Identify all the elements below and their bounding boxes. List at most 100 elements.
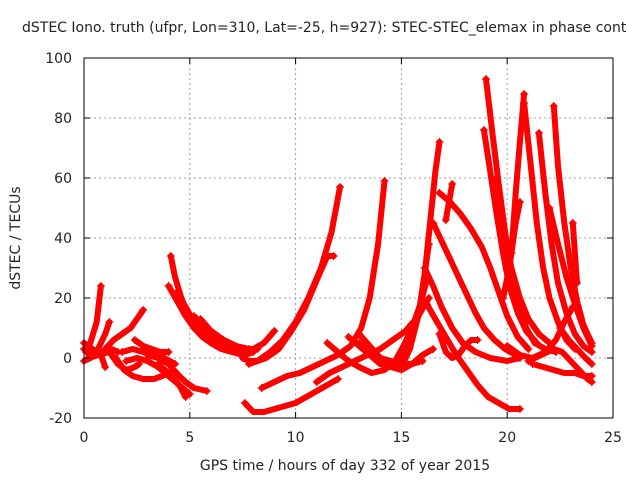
data-point-marker xyxy=(422,276,431,284)
data-point-marker xyxy=(344,333,353,341)
series-trace xyxy=(421,265,523,364)
series-trace xyxy=(102,307,147,352)
data-point-marker xyxy=(587,360,596,368)
data-point-marker xyxy=(435,138,444,146)
data-point-marker xyxy=(441,216,450,224)
data-point-marker xyxy=(170,360,179,368)
y-tick-label: 60 xyxy=(54,171,72,187)
data-point-marker xyxy=(429,219,438,227)
data-point-marker xyxy=(154,360,163,368)
data-point-marker xyxy=(573,279,582,287)
data-point-marker xyxy=(329,252,338,260)
data-point-marker xyxy=(545,204,554,212)
series-trace xyxy=(546,205,595,349)
data-point-marker xyxy=(528,360,537,368)
series-trace xyxy=(155,361,189,400)
data-point-marker xyxy=(101,345,110,353)
data-point-marker xyxy=(424,294,433,302)
data-point-marker xyxy=(164,348,173,356)
series-trace xyxy=(377,355,426,367)
data-point-marker xyxy=(336,183,345,191)
data-point-marker xyxy=(270,327,279,335)
data-point-marker xyxy=(122,357,131,365)
data-point-marker xyxy=(190,312,199,320)
data-point-marker xyxy=(181,393,190,401)
data-point-marker xyxy=(551,348,560,356)
x-tick-label: 5 xyxy=(185,430,194,446)
data-point-marker xyxy=(435,330,444,338)
data-point-marker xyxy=(570,345,579,353)
series-trace xyxy=(81,283,104,352)
data-point-marker xyxy=(118,348,127,356)
axis-ticks xyxy=(83,57,614,419)
data-point-marker xyxy=(556,324,565,332)
data-point-marker xyxy=(515,198,524,206)
data-point-marker xyxy=(524,357,533,365)
series-trace xyxy=(246,184,343,367)
data-point-marker xyxy=(424,240,433,248)
y-tick-labels: -20 0 20 40 60 80 100 xyxy=(45,51,72,427)
data-point-marker xyxy=(111,354,120,362)
data-point-marker xyxy=(511,351,520,359)
data-point-marker xyxy=(376,354,385,362)
data-point-marker xyxy=(101,363,110,371)
series-trace xyxy=(436,190,532,352)
data-point-marker xyxy=(492,174,501,182)
data-point-marker xyxy=(587,342,596,350)
data-point-marker xyxy=(498,294,507,302)
data-point-marker xyxy=(253,345,262,353)
data-point-marker xyxy=(420,264,429,272)
series-trace xyxy=(569,220,580,286)
data-point-marker xyxy=(503,342,512,350)
data-point-marker xyxy=(479,126,488,134)
y-tick-label: 40 xyxy=(54,231,72,247)
data-point-marker xyxy=(524,345,533,353)
data-point-marker xyxy=(355,339,364,347)
data-point-marker xyxy=(196,315,205,323)
x-axis-label: GPS time / hours of day 332 of year 2015 xyxy=(200,458,490,474)
data-traces xyxy=(81,76,595,415)
data-point-marker xyxy=(135,360,144,368)
y-axis-label: dSTEC / TECUs xyxy=(8,186,24,289)
series-trace xyxy=(356,139,443,370)
data-point-marker xyxy=(355,330,364,338)
series-trace xyxy=(493,175,553,346)
series-trace xyxy=(535,130,595,355)
data-point-marker xyxy=(245,345,254,353)
x-tick-label: 15 xyxy=(392,430,410,446)
series-trace xyxy=(241,376,341,415)
chart-title: dSTEC Iono. truth (ufpr, Lon=310, Lat=-2… xyxy=(22,20,627,36)
data-point-marker xyxy=(238,354,247,362)
series-trace xyxy=(112,355,172,382)
data-point-marker xyxy=(482,75,491,83)
data-point-marker xyxy=(435,189,444,197)
data-point-marker xyxy=(323,339,332,347)
series-trace xyxy=(197,316,252,352)
y-tick-label: 0 xyxy=(63,351,72,367)
x-tick-label: 20 xyxy=(498,430,516,446)
data-point-marker xyxy=(520,99,529,107)
data-point-marker xyxy=(105,318,114,326)
y-tick-label: 100 xyxy=(45,51,72,67)
y-tick-label: -20 xyxy=(49,411,72,427)
data-point-marker xyxy=(249,348,258,356)
x-tick-label: 25 xyxy=(604,430,622,446)
data-point-marker xyxy=(173,288,182,296)
data-point-marker xyxy=(568,303,577,311)
y-tick-label: 20 xyxy=(54,291,72,307)
data-point-marker xyxy=(82,348,91,356)
data-point-marker xyxy=(549,102,558,110)
data-point-marker xyxy=(473,336,482,344)
data-point-marker xyxy=(240,399,249,407)
series-trace xyxy=(423,301,523,412)
data-point-marker xyxy=(587,372,596,380)
data-point-marker xyxy=(333,375,342,383)
data-point-marker xyxy=(448,180,457,188)
data-point-marker xyxy=(545,339,554,347)
data-point-marker xyxy=(166,252,175,260)
data-point-marker xyxy=(139,306,148,314)
series-trace xyxy=(356,340,437,373)
data-markers xyxy=(80,75,596,413)
data-point-marker xyxy=(96,282,105,290)
